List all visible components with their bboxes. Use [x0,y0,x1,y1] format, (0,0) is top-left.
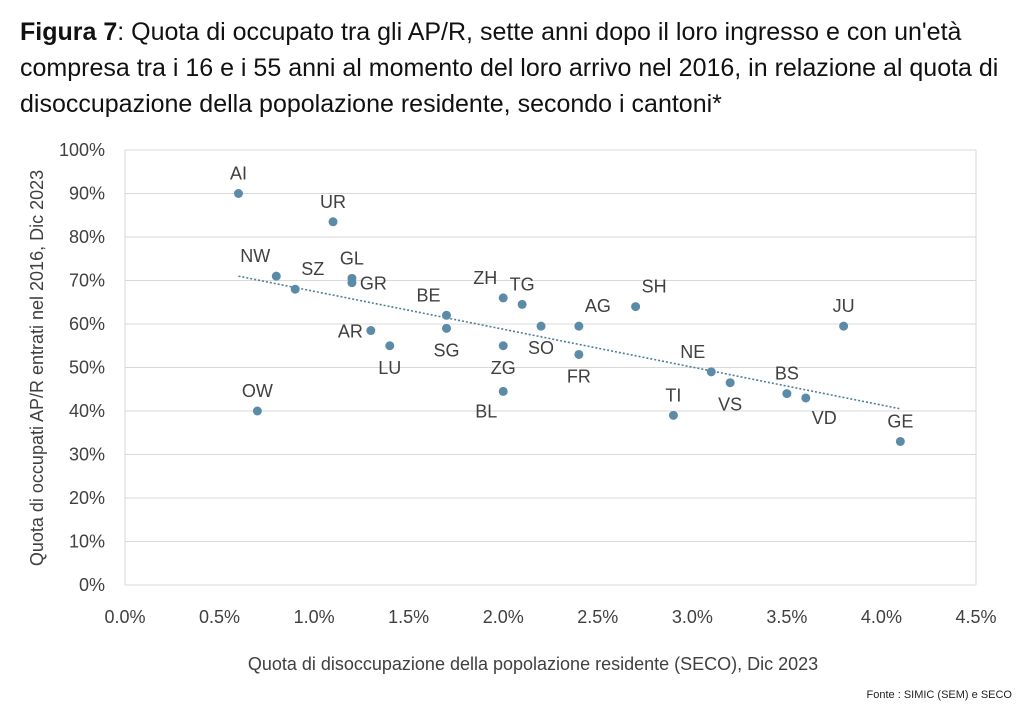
data-point-so [536,321,546,331]
y-tick-label: 30% [69,445,105,465]
point-label-lu: LU [378,358,401,378]
y-tick-label: 60% [69,314,105,334]
x-tick-label: 1.0% [294,607,335,627]
data-point-ow [252,406,262,416]
data-point-gr [347,278,357,288]
y-tick-label: 100% [59,140,105,160]
trendline-layer [238,275,901,410]
points-layer [233,189,905,446]
y-tick-label: 50% [69,358,105,378]
x-tick-label: 2.0% [483,607,524,627]
data-point-ai [233,189,243,198]
point-label-ar: AR [338,322,363,342]
y-tick-label: 0% [79,575,105,595]
point-label-vs: VS [718,395,742,415]
point-label-so: SO [528,338,554,358]
data-point-ge [895,436,905,446]
point-labels-layer: AI OW NW SZ UR GL GR AR LU BE SG ZH ZG BL TG SO AG FR SH TI… [230,164,913,432]
point-label-sg: SG [433,340,459,360]
x-tick-label: 1.5% [388,607,429,627]
data-point-ne [706,367,716,377]
data-point-tg [517,299,527,309]
point-label-be: BE [416,285,440,305]
point-label-vd: VD [812,408,837,428]
point-label-ne: NE [680,342,705,362]
x-tick-label: 0.5% [199,607,240,627]
data-point-sg [441,323,451,333]
x-axis-ticks: 0.0% 0.5% 1.0% 1.5% 2.0% 2.5% 3.0% 3.5% 4.0% 4.5% [104,607,996,627]
data-point-ju [839,321,849,331]
y-tick-label: 80% [69,227,105,247]
data-point-vs [725,378,735,388]
y-tick-label: 10% [69,532,105,552]
x-tick-label: 0.0% [104,607,145,627]
data-point-vd [801,393,811,403]
data-point-sz [290,284,300,294]
y-axis-title: Quota di occupati AP/R entrati nel 2016,… [27,170,47,566]
x-tick-label: 4.0% [861,607,902,627]
x-tick-label: 4.5% [955,607,996,627]
point-label-ge: GE [887,411,913,431]
data-point-nw [271,271,281,281]
y-tick-label: 90% [69,184,105,204]
figure-caption: : Quota di occupato tra gli AP/R, sette … [20,18,999,118]
point-label-bl: BL [475,401,497,421]
point-label-sz: SZ [301,259,324,279]
data-point-bs [782,389,792,399]
data-point-ti [668,410,678,420]
y-tick-label: 70% [69,271,105,291]
point-label-ow: OW [242,381,273,401]
data-point-be [441,310,451,320]
x-axis-title: Quota di disoccupazione della popolazion… [248,654,818,674]
point-label-gr: GR [360,274,387,294]
data-point-ar [366,326,376,336]
point-label-ur: UR [320,192,346,212]
trendline [238,275,901,410]
y-tick-label: 40% [69,401,105,421]
chart-title: Figura 7: Quota di occupato tra gli AP/R… [20,14,1020,122]
y-axis-ticks: 0% 10% 20% 30% 40% 50% 60% 70% 80% 90% 100% [59,140,105,595]
data-point-lu [385,341,395,351]
y-tick-label: 20% [69,488,105,508]
point-label-tg: TG [510,274,535,294]
data-point-zh [498,293,508,303]
point-label-ag: AG [585,296,611,316]
data-point-ur [328,217,338,227]
source-note: Fonte : SIMIC (SEM) e SECO [866,689,1012,701]
data-point-bl [498,386,508,396]
x-tick-label: 3.5% [766,607,807,627]
point-label-ju: JU [833,296,855,316]
point-label-zg: ZG [491,358,516,378]
data-point-ag [574,321,584,331]
point-label-fr: FR [567,366,591,386]
x-tick-label: 3.0% [672,607,713,627]
point-label-sh: SH [642,277,667,297]
data-point-sh [631,302,641,312]
point-label-ai: AI [230,164,247,184]
x-tick-label: 2.5% [577,607,618,627]
point-label-bs: BS [775,364,799,384]
point-label-gl: GL [340,248,364,268]
point-label-ti: TI [665,385,681,405]
figure-label: Figura 7 [20,18,118,46]
data-point-fr [574,349,584,359]
gridlines [124,149,977,586]
point-label-nw: NW [240,246,270,266]
data-point-zg [498,341,508,351]
point-label-zh: ZH [473,268,497,288]
